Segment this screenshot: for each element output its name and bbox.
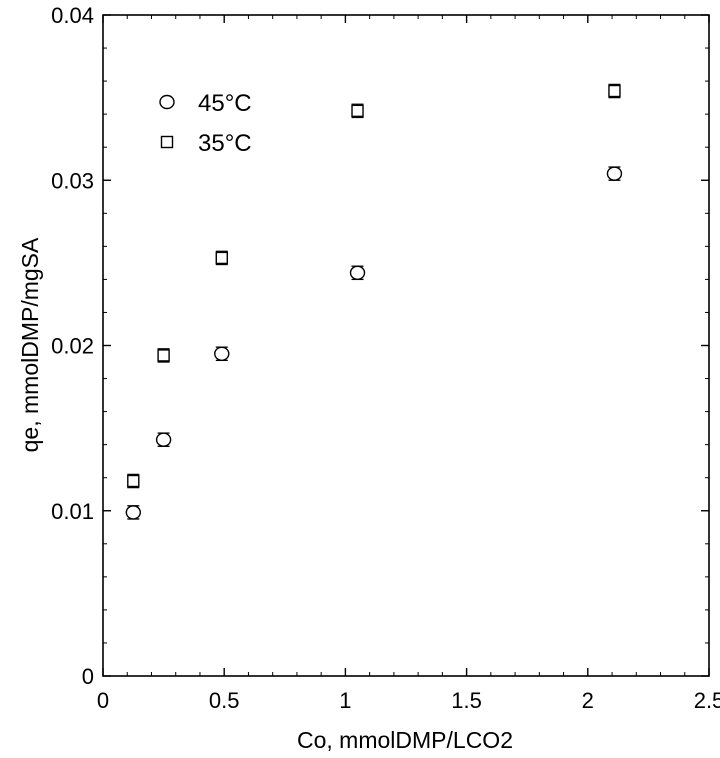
plot-frame	[102, 14, 710, 677]
series-45c	[125, 166, 623, 520]
legend-marker-circle	[159, 94, 175, 110]
x-tick-label: 1.5	[451, 688, 482, 713]
x-axis-ticks: 0 0.5 1 1.5 2 2.5	[97, 15, 720, 713]
data-point-square	[351, 104, 364, 118]
x-tick-label: 0.5	[209, 688, 240, 713]
legend-label: 45°C	[198, 90, 252, 117]
legend-marker-square	[160, 135, 174, 149]
x-tick-label: 1	[339, 688, 351, 713]
y-tick-label: 0.03	[51, 168, 94, 193]
y-tick-label: 0.02	[51, 334, 94, 359]
y-axis-label: qe, mmolDMP/mgSA	[17, 237, 43, 452]
x-axis-label: Co, mmolDMP/LCO2	[297, 727, 513, 753]
y-tick-label: 0.01	[51, 499, 94, 524]
data-point-square	[608, 84, 621, 98]
legend-label: 35°C	[198, 130, 252, 157]
x-tick-label: 0	[97, 688, 109, 713]
series-35c	[127, 83, 621, 489]
data-point-square	[127, 474, 140, 488]
data-point-circle	[214, 346, 230, 361]
data-point-square	[157, 349, 170, 362]
data-point-circle	[349, 265, 366, 280]
plot-border	[102, 14, 710, 677]
y-axis-ticks: 0 0.01 0.02 0.03 0.04	[51, 3, 709, 689]
data-series	[125, 83, 623, 520]
data-point-circle	[125, 505, 142, 520]
y-tick-label: 0.04	[51, 3, 94, 28]
x-tick-label: 2	[582, 688, 594, 713]
y-tick-label: 0	[82, 664, 94, 689]
data-point-square	[215, 251, 228, 265]
legend: 45°C 35°C	[159, 90, 252, 157]
data-point-circle	[155, 432, 172, 447]
x-tick-label: 2.5	[694, 688, 720, 713]
data-point-circle	[606, 166, 623, 181]
